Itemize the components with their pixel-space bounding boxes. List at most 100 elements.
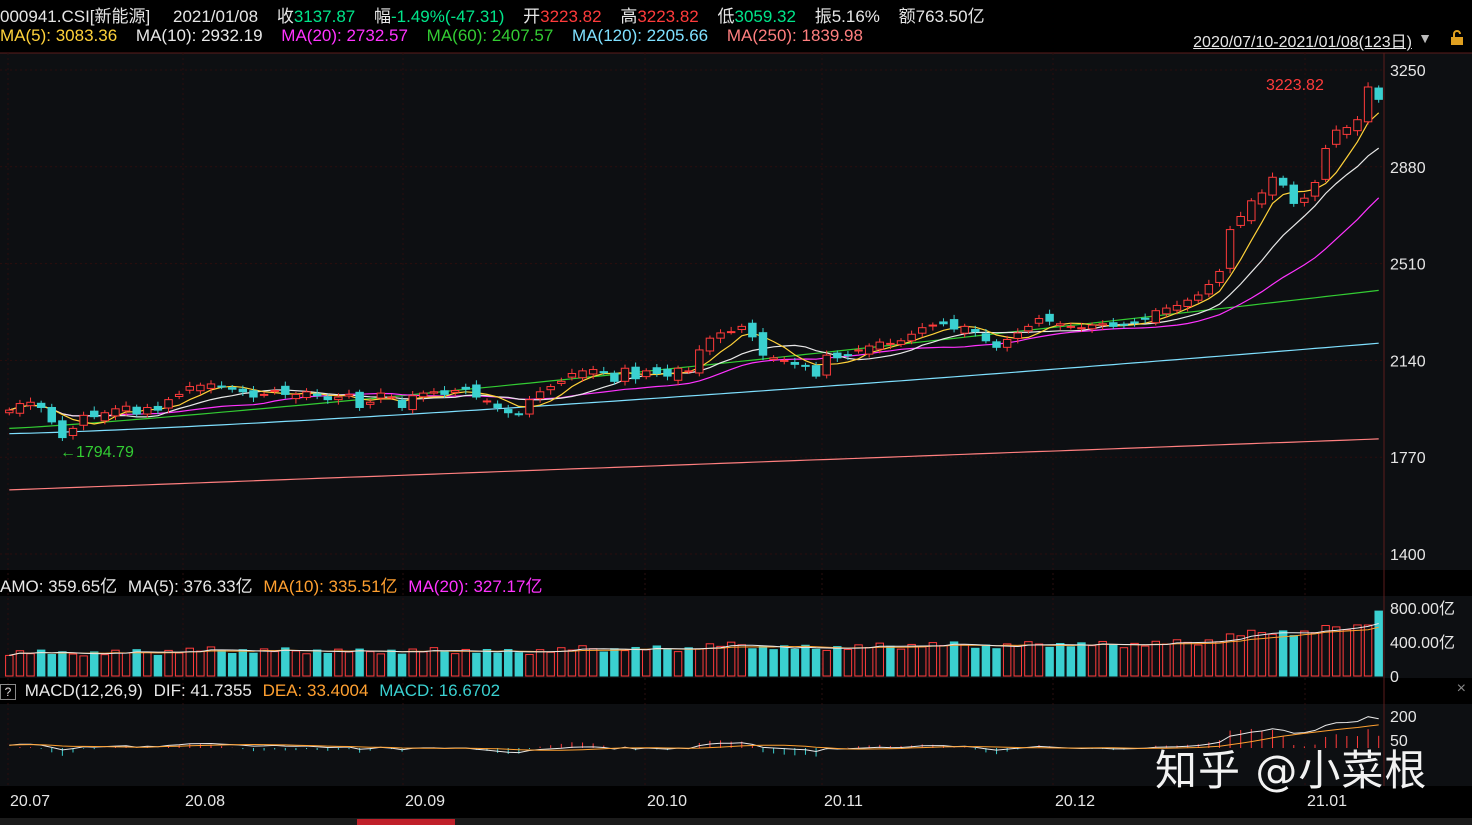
volume-bar (663, 648, 672, 677)
candle-body (228, 387, 237, 390)
volume-bar (323, 652, 332, 677)
candle-body (1332, 129, 1341, 145)
volume-bar (397, 653, 407, 677)
volume-bar (1066, 646, 1076, 677)
candle-body (196, 384, 205, 392)
help-icon[interactable]: ? (0, 684, 16, 700)
candle-body (1278, 177, 1288, 186)
volume-bar (1172, 639, 1182, 677)
candle-body (684, 370, 693, 373)
volume-bar (567, 649, 577, 677)
macd-dea: DEA: 33.4004 (262, 681, 369, 700)
candle-body (312, 393, 322, 397)
volume-bar (1332, 626, 1341, 677)
volume-bar (100, 654, 110, 677)
candle-body (111, 408, 120, 417)
volume-bar (875, 642, 884, 677)
volume-bar (949, 641, 959, 677)
lock-icon[interactable] (1450, 30, 1464, 46)
candle-body (419, 392, 428, 398)
candle-body (631, 366, 640, 380)
volume-bar (111, 649, 120, 677)
bottom-tab-bar (0, 818, 1472, 825)
candle-body (26, 401, 35, 407)
volume-bar (1140, 645, 1150, 677)
date-range-selector[interactable]: 2020/07/10-2021/01/08(123日) (1193, 34, 1412, 51)
volume-bar (769, 649, 778, 677)
volume-bar (1289, 635, 1298, 677)
volume-bar (801, 644, 810, 677)
ma10-line (9, 147, 1380, 418)
quote-header: 000941.CSI[新能源] 2021/01/08 收3137.87 幅-1.… (0, 2, 985, 27)
x-tick-label: 20.12 (1055, 793, 1095, 810)
candle-body (525, 399, 534, 415)
volume-bar (1034, 643, 1044, 677)
candle-body (15, 403, 25, 414)
change-value: -1.49%(-47.31) (391, 7, 505, 26)
volume-bar (1278, 630, 1288, 677)
volume-bar (68, 653, 78, 677)
volume-bar (1002, 643, 1012, 677)
macd-dif: DIF: 41.7355 (153, 681, 252, 700)
amo-ma10: MA(10): 335.51亿 (263, 577, 398, 596)
volume-tick-label: 400.00亿 (1390, 634, 1455, 652)
candle-body (504, 409, 513, 414)
volume-bar (896, 648, 906, 677)
volume-bar (58, 651, 67, 677)
candle-body (355, 391, 364, 408)
candle-body (726, 331, 736, 334)
volume-bar (918, 646, 927, 677)
candle-body (1024, 325, 1033, 332)
candle-body (801, 364, 810, 367)
candle-body (939, 321, 948, 325)
candle-body (1109, 322, 1118, 327)
candle-body (153, 405, 163, 411)
volume-bar (174, 652, 184, 677)
volume-bar (748, 648, 757, 677)
amount-value: 763.50亿 (915, 7, 985, 26)
volume-bar (408, 648, 417, 677)
candle-body (1342, 127, 1352, 135)
y-tick-label: 2510 (1390, 257, 1426, 274)
ma20-line (9, 197, 1380, 417)
close-icon[interactable]: × (1456, 680, 1466, 697)
candle-body (121, 405, 131, 412)
volume-bar (705, 643, 715, 677)
candle-body (992, 341, 1001, 348)
candle-body (1257, 192, 1267, 205)
volume-bar (206, 646, 216, 677)
candle-body (1247, 200, 1256, 222)
amo-ma5: MA(5): 376.33亿 (127, 577, 253, 596)
active-bottom-tab[interactable] (357, 819, 455, 825)
volume-bar (907, 643, 916, 677)
volume-bar (419, 651, 428, 677)
x-tick-label: 20.11 (824, 793, 863, 810)
ma5-line (9, 112, 1380, 425)
candle-body (1204, 284, 1214, 295)
candle-body (47, 406, 56, 423)
x-tick-label: 20.10 (647, 793, 687, 810)
candle-body (557, 380, 566, 384)
x-tick-label: 20.08 (185, 793, 225, 810)
candle-body (758, 332, 768, 356)
chevron-down-icon[interactable]: ▼ (1418, 30, 1432, 46)
candle-body (1300, 197, 1309, 203)
volume-bar (15, 650, 25, 677)
candle-body (79, 414, 88, 426)
candle-body (1151, 310, 1160, 324)
volume-bar (843, 648, 853, 677)
low-label: 低 (717, 7, 735, 26)
volume-bar (36, 649, 46, 677)
candle-body (366, 401, 375, 405)
volume-bar (684, 647, 693, 677)
candle-body (249, 390, 258, 398)
volume-bar (26, 653, 35, 677)
candle-body (748, 322, 757, 338)
volume-bar (238, 649, 248, 677)
volume-bar (90, 651, 99, 677)
candle-body (1363, 86, 1373, 123)
candle-body (461, 386, 470, 390)
candle-body (875, 341, 884, 350)
volume-bar (1045, 646, 1054, 677)
